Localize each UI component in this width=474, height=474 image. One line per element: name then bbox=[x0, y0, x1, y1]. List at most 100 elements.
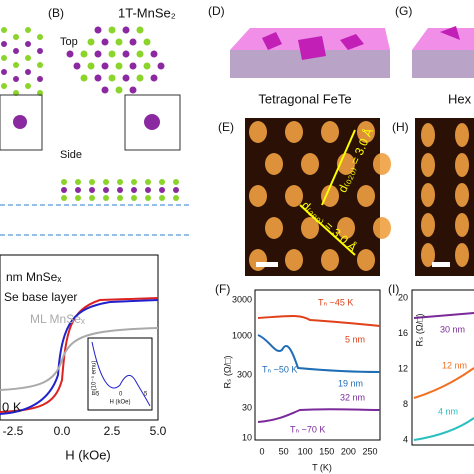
blob bbox=[249, 185, 267, 207]
atom bbox=[1, 41, 7, 47]
atom bbox=[73, 62, 81, 70]
x-tick-label: 100 bbox=[298, 446, 313, 456]
atom bbox=[108, 50, 116, 58]
atom bbox=[117, 195, 123, 201]
blob bbox=[373, 217, 391, 239]
atom bbox=[13, 76, 19, 82]
blob bbox=[421, 123, 435, 147]
atom bbox=[94, 26, 102, 34]
atom bbox=[61, 179, 67, 185]
legend-entry: ML MnSeₓ bbox=[30, 312, 85, 326]
y-axis-label: Rₛ (Ω/□) bbox=[222, 355, 232, 388]
atom bbox=[144, 114, 160, 130]
blob bbox=[455, 153, 469, 177]
axes-frame bbox=[254, 289, 381, 441]
atom bbox=[37, 62, 43, 68]
x-tick-label: 0.0 bbox=[54, 424, 71, 438]
atom bbox=[131, 195, 137, 201]
blob bbox=[455, 183, 469, 207]
blob bbox=[373, 153, 391, 175]
panel-label: (I) bbox=[388, 282, 399, 296]
crystal-structure bbox=[1, 26, 179, 201]
atom bbox=[13, 34, 19, 40]
blob bbox=[285, 185, 303, 207]
curve bbox=[257, 334, 381, 373]
blob bbox=[285, 121, 303, 143]
blob bbox=[421, 183, 435, 207]
y-tick-label: 4 bbox=[403, 434, 408, 444]
atom bbox=[75, 195, 81, 201]
atom bbox=[101, 62, 109, 70]
atom bbox=[117, 187, 123, 193]
inset-y-label: m(10⁻⁵ emu) bbox=[91, 361, 98, 396]
atom bbox=[66, 50, 74, 58]
blob bbox=[321, 185, 339, 207]
atom bbox=[136, 26, 144, 34]
curve-label: 32 nm bbox=[340, 392, 365, 402]
x-tick-label: 200 bbox=[341, 446, 356, 456]
blob bbox=[321, 249, 339, 271]
curve bbox=[413, 417, 474, 441]
atom bbox=[145, 179, 151, 185]
atom bbox=[89, 179, 95, 185]
atom bbox=[25, 27, 31, 33]
scale-bar bbox=[432, 262, 450, 267]
y-tick-label: 300 bbox=[237, 369, 252, 379]
atom bbox=[80, 50, 88, 58]
curve-label: 19 nm bbox=[338, 378, 363, 388]
atom bbox=[129, 38, 137, 46]
atom bbox=[87, 62, 95, 70]
y-tick-label: 3000 bbox=[232, 294, 252, 304]
atom bbox=[25, 41, 31, 47]
curve bbox=[413, 367, 474, 399]
measure-line bbox=[299, 204, 356, 256]
inset-box bbox=[0, 94, 43, 151]
atom bbox=[131, 179, 137, 185]
y-tick-label: 30 bbox=[242, 402, 252, 412]
panel-label: (D) bbox=[208, 4, 225, 18]
atom bbox=[150, 50, 158, 58]
axes-frame bbox=[411, 289, 474, 446]
atom bbox=[61, 195, 67, 201]
atom bbox=[13, 115, 27, 129]
caption: Hex bbox=[448, 91, 472, 106]
substrate-side bbox=[230, 50, 390, 78]
atom bbox=[13, 62, 19, 68]
curve-label: 12 nm bbox=[442, 360, 467, 370]
x-tick-label: -2.5 bbox=[3, 424, 24, 438]
blob bbox=[421, 243, 435, 267]
atom bbox=[173, 187, 179, 193]
atom bbox=[13, 48, 19, 54]
blob bbox=[455, 243, 469, 267]
island bbox=[298, 36, 326, 60]
scale-bar bbox=[256, 262, 278, 267]
y-tick-label: 12 bbox=[398, 363, 408, 373]
atom bbox=[94, 74, 102, 82]
atom bbox=[150, 74, 158, 82]
atom bbox=[37, 34, 43, 40]
blob bbox=[357, 121, 375, 143]
structure-title: 1T-MnSe₂ bbox=[118, 5, 176, 20]
atom bbox=[159, 187, 165, 193]
y-tick-label: 8 bbox=[403, 399, 408, 409]
atom bbox=[25, 55, 31, 61]
blob bbox=[301, 217, 319, 239]
y-axis-label: Rₛ (Ω/□) bbox=[414, 313, 424, 346]
atom bbox=[87, 38, 95, 46]
island bbox=[340, 34, 364, 50]
blob bbox=[455, 123, 469, 147]
view-label: Side bbox=[60, 149, 82, 161]
transition-label: Tₙ ~50 K bbox=[262, 364, 297, 374]
atom bbox=[25, 69, 31, 75]
blob bbox=[337, 217, 355, 239]
blob bbox=[249, 121, 267, 143]
legend-entry: nm MnSeₓ bbox=[6, 270, 61, 284]
atom bbox=[122, 50, 130, 58]
atom bbox=[136, 50, 144, 58]
atom bbox=[61, 187, 67, 193]
panel-label: (G) bbox=[395, 4, 412, 18]
atom bbox=[129, 62, 137, 70]
atom bbox=[159, 195, 165, 201]
curve-label: 5 nm bbox=[345, 334, 365, 344]
atom bbox=[122, 26, 130, 34]
